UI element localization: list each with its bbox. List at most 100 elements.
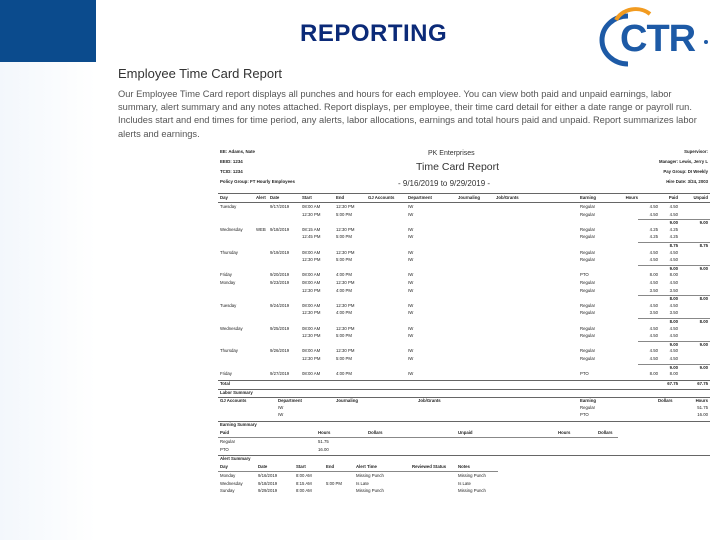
employee-meta-line: Hire Date: 3/24, 2003 — [666, 179, 708, 184]
earning-summary-column: Hours — [558, 430, 571, 435]
subtotal-unpaid: 8.00 — [699, 296, 708, 302]
labor-summary-earning: PTO — [580, 412, 589, 418]
labor-summary-earning: Regular — [580, 404, 596, 410]
date-range: - 9/16/2019 to 9/29/2019 - — [398, 179, 491, 188]
row-department: IW — [408, 204, 414, 209]
row-end: 4:00 PM — [336, 272, 353, 278]
row-paid: 4.50 — [669, 211, 678, 217]
row-earning: Regular — [580, 234, 596, 240]
row-earning: Regular — [580, 325, 596, 331]
row-department: IW — [408, 272, 414, 278]
labor-summary-hours: 51.75 — [697, 404, 708, 410]
row-department: IW — [408, 226, 414, 232]
row-start: 08:00 AM — [302, 272, 321, 278]
row-date: 9/27/2019 — [270, 371, 290, 377]
row-hours: 8.00 — [649, 272, 658, 278]
subtotal-paid: 8.00 — [669, 296, 678, 302]
row-department: IW — [408, 356, 414, 361]
row-department: IW — [408, 211, 414, 217]
row-day: Wednesday — [220, 226, 243, 232]
earning-summary-hours: 51.75 — [318, 439, 329, 444]
alert-summary-column: Start — [296, 464, 306, 470]
labor-summary-column: GJ Accounts — [220, 397, 247, 403]
column-header: Alert — [256, 195, 266, 200]
column-header: Journaling — [458, 195, 480, 200]
labor-summary-column: Earning — [580, 397, 596, 403]
header-bottom-rule — [218, 202, 710, 203]
row-hours: 4.50 — [649, 211, 658, 217]
column-header: Date — [270, 195, 280, 200]
earning-summary-hours: 16.00 — [318, 446, 329, 452]
header-top-rule — [218, 193, 710, 194]
employee-info-line: EEID: 1234 — [220, 159, 243, 164]
row-start: 12:30 PM — [302, 257, 321, 263]
subtotal-paid: 9.00 — [669, 364, 678, 370]
alert-notes: Is Late — [458, 480, 471, 486]
row-department: IW — [408, 371, 414, 377]
row-department: IW — [408, 310, 414, 316]
row-paid: 8.00 — [669, 371, 678, 377]
row-date: 9/25/2019 — [270, 325, 290, 331]
row-department: IW — [408, 333, 414, 339]
subtotal-paid: 8.75 — [669, 243, 678, 248]
row-earning: Regular — [580, 249, 596, 255]
labor-summary-header-rule — [218, 396, 710, 398]
row-paid: 4.50 — [669, 302, 678, 308]
subtotal-rule — [638, 363, 710, 365]
ctr-logo: CTR — [598, 6, 716, 70]
row-department: IW — [408, 302, 414, 308]
alert-summary-title: Alert Summary — [220, 456, 251, 462]
alert-type: Missing Punch — [356, 488, 384, 494]
alert-day: Sunday — [220, 488, 235, 494]
alert-type: Is Late — [356, 480, 369, 486]
row-hours: 3.50 — [649, 287, 658, 293]
row-start: 08:15 AM — [302, 226, 321, 232]
alert-notes: Missing Punch — [458, 488, 486, 494]
row-start: 12:30 PM — [302, 356, 321, 361]
subtotal-unpaid: 9.00 — [699, 364, 708, 370]
total-label: Total — [220, 380, 230, 386]
column-header: GJ Accounts — [368, 195, 395, 200]
left-accent-band — [0, 0, 96, 540]
row-paid: 3.50 — [669, 310, 678, 316]
report-heading: Employee Time Card Report — [118, 66, 283, 81]
alert-day: Wednesday — [220, 480, 243, 486]
row-start: 08:00 AM — [302, 325, 321, 331]
row-hours: 4.50 — [649, 333, 658, 339]
row-hours: 4.50 — [649, 280, 658, 285]
column-header: Unpaid — [693, 195, 708, 200]
row-date: 9/17/2019 — [270, 204, 290, 209]
row-paid: 3.50 — [669, 287, 678, 293]
row-hours: 4.50 — [649, 302, 658, 308]
alert-summary-column: Reviewed Status — [412, 464, 447, 470]
alert-date: 9/18/2019 — [258, 480, 278, 486]
alert-date: 9/16/2019 — [258, 473, 278, 479]
row-earning: Regular — [580, 257, 596, 263]
row-hours: 4.50 — [649, 249, 658, 255]
row-day: Wednesday — [220, 325, 243, 331]
employee-meta-line: Pay Group: DI Weekly — [663, 169, 708, 174]
labor-summary-column: Hours — [695, 397, 708, 403]
subtotal-rule — [638, 318, 710, 319]
row-earning: Regular — [580, 280, 596, 285]
row-department: IW — [408, 257, 414, 263]
column-header: Hours — [625, 195, 638, 200]
row-end: 12:30 PM — [336, 226, 355, 232]
earning-summary-title: Earning Summary — [220, 422, 257, 427]
alert-notes: Missing Punch — [458, 473, 486, 479]
alert-start: 8:00 AM — [296, 488, 312, 494]
subtotal-unpaid: 9.00 — [699, 220, 708, 226]
labor-summary-hours: 16.00 — [697, 412, 708, 418]
row-day: Tuesday — [220, 204, 237, 209]
subtotal-unpaid: 9.00 — [699, 265, 708, 271]
alert-summary-column: Date — [258, 464, 268, 470]
row-end: 5:00 PM — [336, 333, 353, 339]
subtotal-rule — [638, 340, 710, 342]
row-paid: 8.00 — [669, 272, 678, 278]
row-hours: 4.25 — [649, 234, 658, 240]
time-card-title: Time Card Report — [416, 161, 500, 173]
row-paid: 4.50 — [669, 325, 678, 331]
row-start: 08:00 AM — [302, 204, 321, 209]
logo-text: CTR — [620, 18, 696, 60]
employee-info-line: EE: Adams, Nate — [220, 149, 255, 154]
